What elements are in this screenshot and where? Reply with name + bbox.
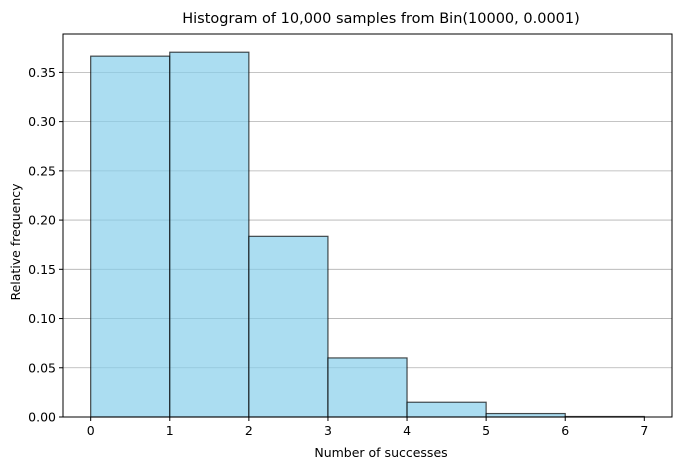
histogram-bar (406, 401, 487, 418)
y-tick-label: 0.00 (28, 410, 56, 425)
chart-title: Histogram of 10,000 samples from Bin(100… (182, 11, 580, 27)
x-tick-label: 3 (324, 423, 332, 438)
x-axis-label: Number of successes (314, 445, 447, 460)
y-tick-label: 0.35 (28, 65, 56, 80)
x-tick-label: 6 (561, 423, 569, 438)
y-axis-ticks: 0.00 0.05 0.10 0.15 0.20 0.25 0.30 0.35 (28, 65, 63, 425)
histogram-bar (327, 357, 408, 418)
histogram-bar (90, 55, 171, 418)
y-tick-label: 0.05 (28, 360, 56, 375)
y-tick-label: 0.10 (28, 311, 56, 326)
y-tick-label: 0.25 (28, 163, 56, 178)
x-tick-label: 2 (245, 423, 253, 438)
y-tick-label: 0.15 (28, 262, 56, 277)
x-tick-label: 0 (87, 423, 95, 438)
histogram-bars (90, 51, 645, 418)
y-axis-label: Relative frequency (8, 183, 23, 301)
x-tick-label: 1 (166, 423, 174, 438)
y-tick-label: 0.30 (28, 114, 56, 129)
histogram-bar (169, 51, 250, 418)
plot-frame (62, 33, 673, 418)
x-axis-ticks: 0 1 2 3 4 5 6 7 (87, 417, 648, 438)
x-tick-label: 7 (640, 423, 648, 438)
y-tick-label: 0.20 (28, 213, 56, 228)
x-tick-label: 5 (482, 423, 490, 438)
x-tick-label: 4 (403, 423, 411, 438)
histogram-bar (248, 235, 329, 418)
histogram-bar (485, 412, 566, 418)
